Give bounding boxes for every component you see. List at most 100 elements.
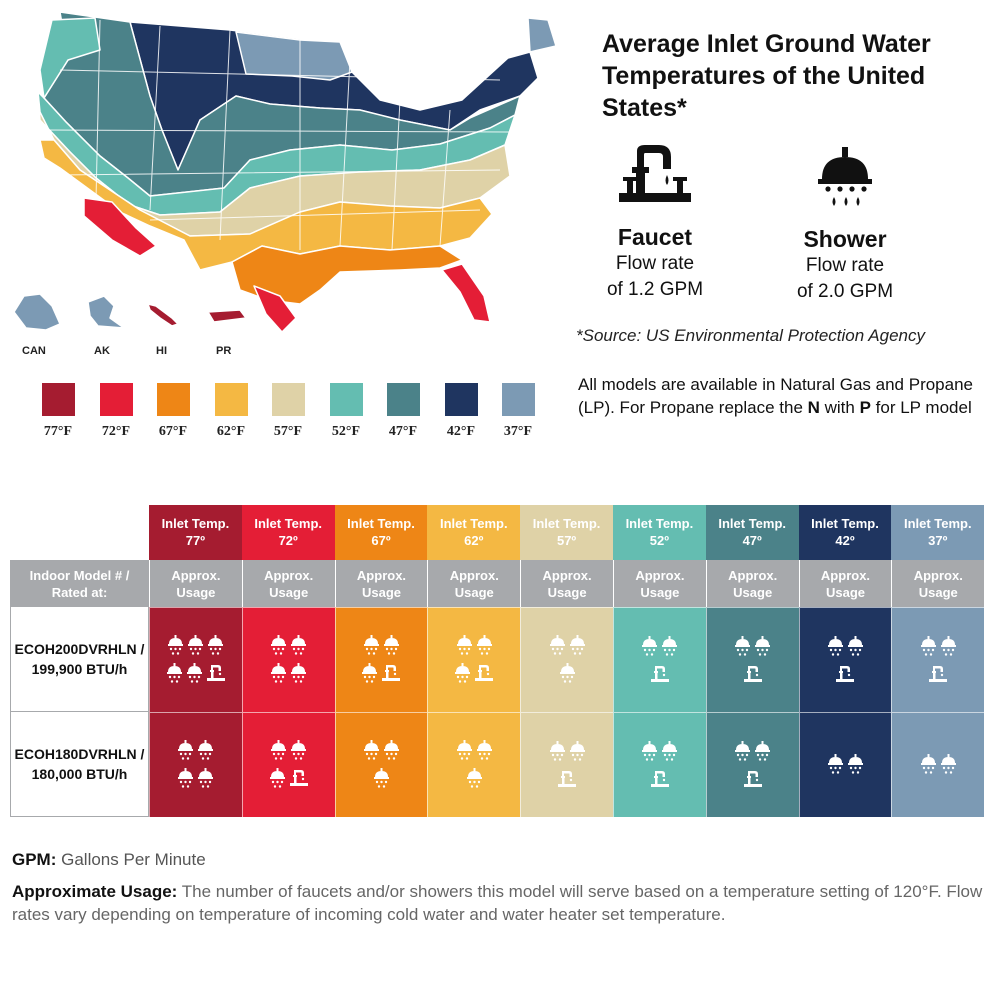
column-header-temp: Inlet Temp. 52º: [613, 505, 706, 560]
models-note-text2: for LP model: [870, 398, 972, 417]
icon-row: [456, 740, 493, 762]
icon-row: [827, 636, 864, 658]
gpm-definition: Gallons Per Minute: [56, 850, 206, 869]
temperature-legend: 77°F 72°F 67°F 62°F 57°F 52°F 47°F 42°F 37°F: [38, 383, 538, 443]
column-header-prefix: Inlet Temp.: [347, 516, 415, 531]
legend-label: 62°F: [216, 424, 246, 439]
source-note: *Source: US Environmental Protection Age…: [576, 326, 925, 345]
column-header-usage: Approx. Usage: [705, 560, 799, 607]
column-header-prefix: Inlet Temp.: [903, 516, 972, 531]
usage-label-line1: Approx.: [728, 568, 778, 583]
legend-item: 57°F: [268, 383, 308, 440]
shower-icon: [662, 741, 678, 761]
shower-icon: [166, 663, 182, 683]
model-label-text: ECOH180DVRHLN / 180,000 BTU/h: [15, 744, 145, 784]
legend-swatch: [156, 383, 190, 416]
shower-icon: [642, 741, 658, 761]
legend-item: 42°F: [441, 383, 481, 440]
legend-item: 52°F: [326, 383, 366, 440]
icon-row: [827, 754, 864, 776]
usage-cell: [798, 712, 892, 817]
icon-row: [270, 740, 307, 762]
shower-icon: [456, 635, 472, 655]
icon-row: [835, 664, 855, 684]
shower-icon: [208, 635, 224, 655]
legend-swatch: [329, 383, 363, 416]
shower-icon: [269, 768, 285, 788]
icon-row: [920, 754, 957, 776]
usage-label-line2: Usage: [918, 585, 958, 600]
legend-swatch: [444, 383, 478, 416]
shower-icon: [827, 754, 843, 774]
usage-footnote: Approximate Usage: The number of faucets…: [12, 880, 987, 926]
shower-icon: [271, 740, 287, 760]
legend-label: 57°F: [273, 424, 303, 439]
usage-label-line2: Usage: [269, 585, 309, 600]
column-header-usage: Approx. Usage: [891, 560, 985, 607]
model-label: ECOH180DVRHLN / 180,000 BTU/h: [10, 712, 149, 817]
faucet-rate-line2: of 1.2 GPM: [606, 279, 704, 300]
faucet-name: Faucet: [617, 224, 693, 250]
column-header-prefix: Inlet Temp.: [161, 516, 230, 531]
shower-icon: [383, 740, 399, 760]
column-header-value: 37º: [928, 533, 948, 548]
faucet-icon: [743, 771, 762, 787]
icon-row: [270, 663, 307, 685]
column-header-temp: Inlet Temp. 42º: [798, 505, 892, 560]
shower-icon: [291, 635, 307, 655]
legend-swatch: [214, 383, 248, 416]
column-header-value: 62º: [464, 533, 484, 548]
shower-icon: [920, 754, 936, 774]
faucet-icon: [475, 665, 494, 681]
icon-row: [559, 663, 576, 685]
usage-label-line1: Approx.: [356, 568, 407, 583]
shower-icon: [662, 636, 678, 656]
icon-row: [549, 741, 586, 763]
icon-row: [454, 663, 494, 685]
faucet-info: Faucet Flow rate of 1.2 GPM: [570, 143, 740, 303]
icon-row: [920, 636, 957, 658]
icon-row: [466, 768, 483, 790]
map-region-62: [39, 139, 493, 271]
usage-cell: [334, 607, 428, 712]
faucet-icon: [929, 666, 948, 682]
territory-label-hi: HI: [156, 345, 167, 357]
icon-row: [743, 769, 763, 789]
faucet-icon: [382, 665, 401, 681]
icon-row: [270, 635, 307, 657]
map-alaska: [87, 295, 125, 329]
faucet-rate-line1: Flow rate: [615, 253, 695, 274]
column-header-temp: Inlet Temp. 67º: [334, 505, 428, 560]
shower-icon: [455, 663, 471, 683]
icon-row: [928, 664, 948, 684]
legend-label: 67°F: [158, 424, 188, 439]
usage-label-line1: Approx.: [635, 568, 685, 583]
shower-icon: [373, 768, 389, 788]
usage-label-line1: Approx.: [264, 568, 314, 583]
column-header-value: 67º: [371, 533, 391, 548]
column-header-usage: Approx. Usage: [613, 560, 706, 607]
model-rating: 199,900 BTU/h: [31, 661, 128, 677]
icon-row: [650, 769, 670, 789]
icon-row: [549, 635, 586, 657]
faucet-icon: [650, 666, 669, 682]
usage-cell: [149, 712, 242, 817]
legend-label: 77°F: [43, 424, 73, 439]
usage-cell: [241, 712, 335, 817]
row-header-line1: Indoor Model # /: [29, 568, 130, 583]
shower-icon: [569, 635, 585, 655]
shower-info: Shower Flow rate of 2.0 GPM: [760, 145, 930, 305]
shower-icon: [735, 741, 751, 761]
usage-term: Approximate Usage:: [12, 882, 178, 901]
shower-icon: [940, 636, 956, 656]
usage-cell: [705, 607, 799, 712]
legend-swatch: [501, 383, 535, 416]
legend-label: 42°F: [446, 424, 476, 439]
map-region-72c: [441, 263, 491, 323]
shower-rate-line1: Flow rate: [805, 255, 885, 276]
usage-label-line1: Approx.: [542, 568, 592, 583]
map-region-37: [235, 31, 353, 81]
column-header-prefix: Inlet Temp.: [532, 516, 601, 531]
icon-row: [177, 768, 214, 790]
usage-cell: [520, 712, 613, 817]
